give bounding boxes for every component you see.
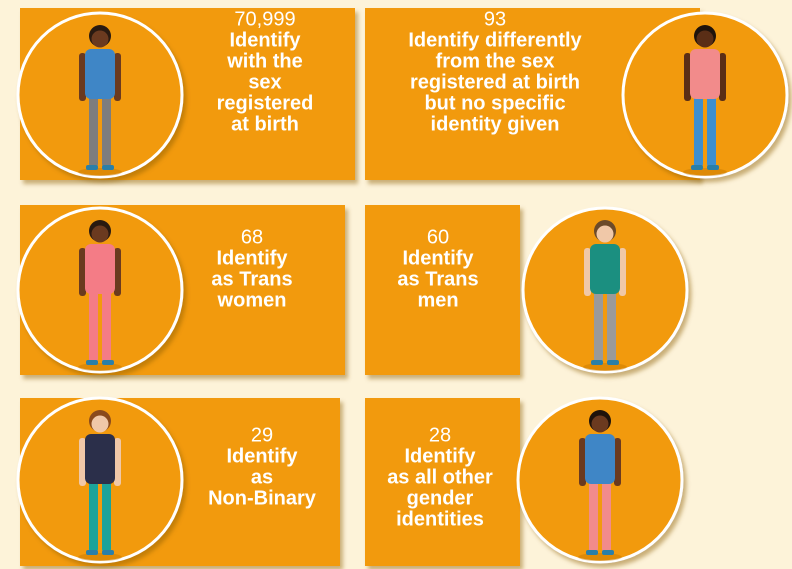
leg: [89, 290, 98, 362]
shoe: [591, 360, 603, 365]
shoe: [607, 360, 619, 365]
label-line: as: [251, 466, 273, 488]
torso: [85, 244, 115, 294]
arm: [79, 248, 86, 296]
torso: [690, 49, 720, 99]
count: 28: [429, 424, 451, 446]
shadow: [78, 168, 122, 176]
arm: [79, 53, 86, 101]
label-line: men: [417, 289, 458, 311]
shoe: [102, 165, 114, 170]
head: [592, 416, 609, 433]
shadow: [78, 553, 122, 561]
leg: [707, 95, 716, 167]
arm: [114, 53, 121, 101]
arm: [719, 53, 726, 101]
label-line: with the: [226, 50, 303, 72]
label-line: women: [217, 289, 287, 311]
shoe: [602, 550, 614, 555]
arm: [114, 248, 121, 296]
label-line: but no specific: [424, 92, 565, 114]
shoe: [102, 360, 114, 365]
shadow: [583, 363, 627, 371]
head: [92, 226, 109, 243]
torso: [85, 49, 115, 99]
page: 70,999Identifywith thesexregisteredat bi…: [0, 0, 792, 569]
label-line: identity given: [431, 113, 560, 135]
shoe: [691, 165, 703, 170]
shoe: [86, 360, 98, 365]
torso: [585, 434, 615, 484]
shadow: [683, 168, 727, 176]
arm: [79, 438, 86, 486]
arm: [614, 438, 621, 486]
leg: [594, 290, 603, 362]
label-line: sex: [248, 71, 281, 93]
label-line: Identify: [404, 445, 476, 467]
label-line: as Trans: [211, 268, 292, 290]
shadow: [78, 363, 122, 371]
head: [597, 226, 614, 243]
label-line: Identify differently: [408, 29, 582, 51]
label-line: from the sex: [436, 50, 555, 72]
torso: [85, 434, 115, 484]
arm: [684, 53, 691, 101]
shoe: [707, 165, 719, 170]
leg: [102, 290, 111, 362]
label-line: Non-Binary: [208, 487, 317, 509]
shadow: [578, 553, 622, 561]
shoe: [102, 550, 114, 555]
leg: [607, 290, 616, 362]
label-line: Identify: [229, 29, 301, 51]
label-line: registered at birth: [410, 71, 580, 93]
leg: [102, 95, 111, 167]
count: 29: [251, 424, 273, 446]
head: [92, 31, 109, 48]
leg: [694, 95, 703, 167]
infographic: 70,999Identifywith thesexregisteredat bi…: [0, 0, 792, 569]
head: [92, 416, 109, 433]
count: 60: [427, 226, 449, 248]
label-line: at birth: [231, 113, 299, 135]
label-line: Identify: [216, 247, 288, 269]
arm: [579, 438, 586, 486]
leg: [102, 480, 111, 552]
label-line: Identify: [402, 247, 474, 269]
label-line: identities: [396, 508, 484, 530]
shoe: [586, 550, 598, 555]
label-line: as Trans: [397, 268, 478, 290]
arm: [619, 248, 626, 296]
arm: [114, 438, 121, 486]
count: 68: [241, 226, 263, 248]
label-line: as all other: [387, 466, 493, 488]
label-line: registered: [217, 92, 314, 114]
arm: [584, 248, 591, 296]
shoe: [86, 165, 98, 170]
leg: [89, 95, 98, 167]
torso: [590, 244, 620, 294]
leg: [602, 480, 611, 552]
label-line: Identify: [226, 445, 298, 467]
shoe: [86, 550, 98, 555]
count: 70,999: [234, 8, 295, 30]
count: 93: [484, 8, 506, 30]
label-line: gender: [407, 487, 474, 509]
head: [697, 31, 714, 48]
leg: [589, 480, 598, 552]
leg: [89, 480, 98, 552]
